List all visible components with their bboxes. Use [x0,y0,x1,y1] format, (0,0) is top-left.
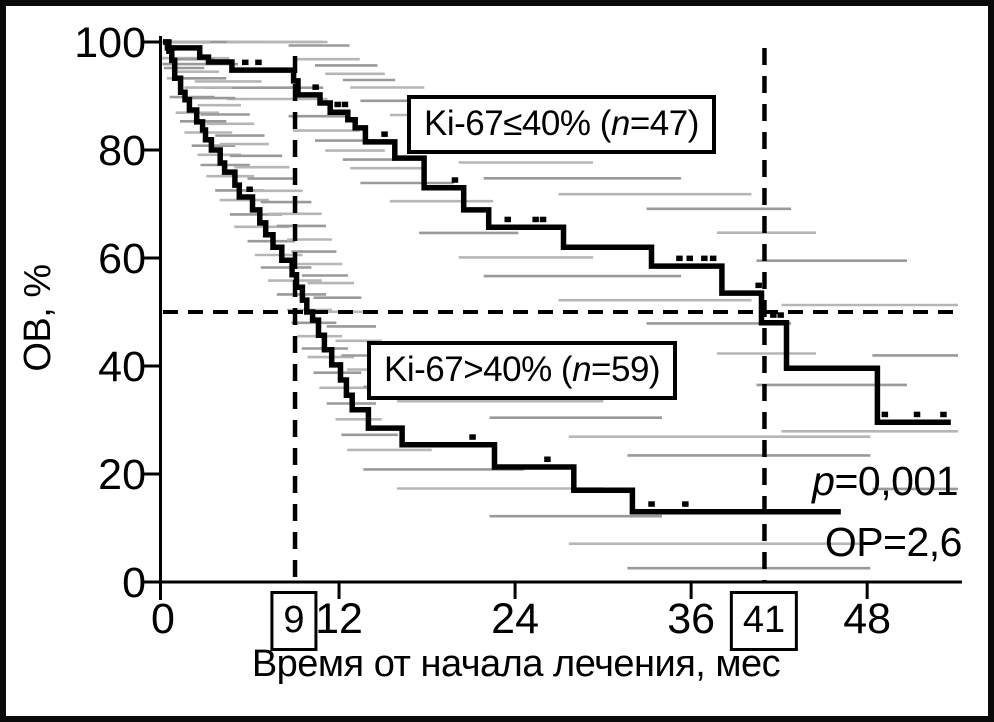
x-tick-label: 36 [667,595,715,643]
series-label-low-ki67: Ki-67≤40% (n=47) [407,95,716,154]
censor-mark [544,456,551,462]
censor-mark [539,216,547,223]
censor-mark [334,101,341,108]
censor-mark [940,411,947,418]
censor-mark [504,216,511,223]
censor-mark [777,312,784,318]
y-tick-label: 20 [98,451,146,499]
axes [144,36,962,600]
hazard-ratio-annotation: ОР=2,6 [824,519,963,565]
series-label-high-ki67: Ki-67>40% (n=59) [367,341,678,400]
censor-mark [755,282,762,289]
censor-mark [381,131,388,137]
censor-mark [913,411,921,418]
y-tick-label: 100 [74,19,146,67]
median-box-9: 9 [270,591,318,651]
km-curve-low-ki67 [163,39,951,425]
x-tick-label: 12 [315,595,363,643]
censor-mark [770,312,777,318]
censor-mark [312,84,319,90]
median-box-41: 41 [729,591,799,651]
x-tick-label: 48 [843,595,891,643]
censor-mark [676,255,683,262]
censor-mark [255,59,262,66]
km-curves [163,39,951,515]
censor-mark [701,255,708,262]
tick-labels: 0 20 40 60 80 100 0 12 24 36 48 [74,19,891,643]
x-tick-label: 24 [491,595,539,643]
censor-mark [648,501,655,507]
y-axis-title: ОВ, % [17,264,59,372]
x-tick-label: 0 [151,595,175,643]
km-curve-high-ki67 [163,39,841,515]
censor-mark [242,59,249,66]
x-axis-title: Время от начала лечения, мес [251,643,781,685]
censor-mark [532,216,539,223]
censor-mark [881,411,889,418]
censor-mark [709,255,717,262]
y-tick-label: 80 [98,127,146,175]
censor-mark [682,501,689,507]
censor-mark [469,434,476,440]
censor-mark [341,101,349,108]
y-tick-label: 60 [98,235,146,283]
censor-mark [246,186,253,192]
censor-mark [451,177,459,183]
y-tick-label: 0 [122,559,146,607]
y-tick-label: 40 [98,343,146,391]
p-value-annotation: p=0,001 [812,458,958,504]
censor-mark [686,255,693,262]
reference-dashed-lines [163,48,958,582]
censor-marks [242,59,947,507]
